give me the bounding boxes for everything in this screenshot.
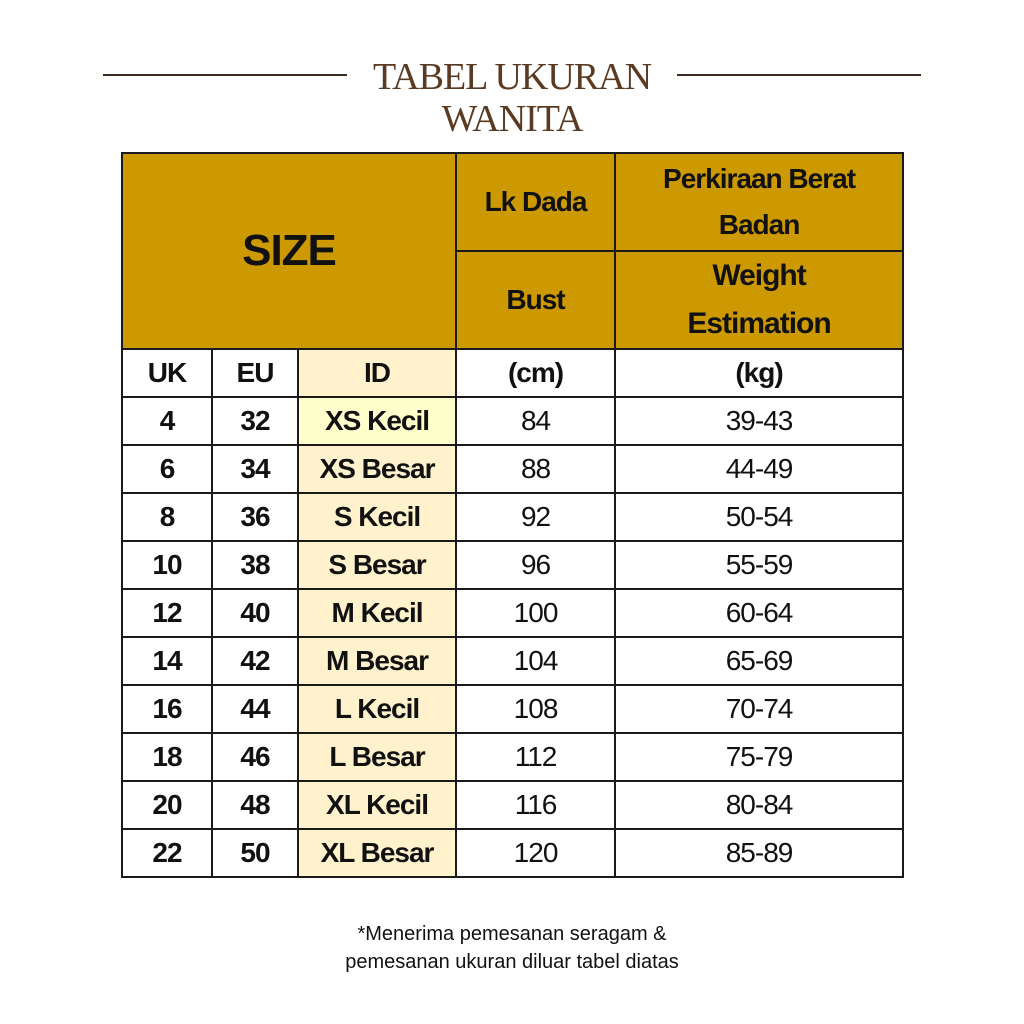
cell-id: M Kecil [296,588,458,638]
cell-weight: 75-79 [614,732,905,782]
bust-header: Bust [455,250,617,350]
cell-id: XS Besar [296,444,458,494]
cell-eu: 46 [211,732,299,782]
cell-eu: 34 [211,444,299,494]
weight-header: Weight Estimation [614,250,905,350]
cell-uk: 10 [121,540,213,590]
cell-uk: 16 [121,684,213,734]
col-kg: (kg) [614,348,905,398]
title-rule-left [103,74,347,76]
cell-eu: 44 [211,684,299,734]
cell-eu: 50 [211,828,299,878]
cell-weight: 80-84 [614,780,905,830]
cell-eu: 40 [211,588,299,638]
cell-uk: 20 [121,780,213,830]
page-title: TABEL UKURAN WANITA [0,56,1024,140]
cell-weight: 44-49 [614,444,905,494]
cell-bust: 96 [455,540,617,590]
table-row: 20 48 XL Kecil 116 80-84 [121,780,905,830]
table-row: 14 42 M Besar 104 65-69 [121,636,905,686]
col-uk: UK [121,348,213,398]
col-cm: (cm) [455,348,617,398]
cell-id: L Besar [296,732,458,782]
cell-bust: 104 [455,636,617,686]
cell-eu: 48 [211,780,299,830]
cell-weight: 85-89 [614,828,905,878]
column-header-row: UK EU ID (cm) (kg) [121,348,905,398]
cell-eu: 32 [211,396,299,446]
cell-id: M Besar [296,636,458,686]
cell-weight: 70-74 [614,684,905,734]
size-table: SIZE Lk Dada Perkiraan Berat Badan Bust … [120,152,905,878]
footnote-line-1: *Menerima pemesanan seragam & [357,923,667,945]
cell-uk: 4 [121,396,213,446]
cell-bust: 88 [455,444,617,494]
col-id: ID [296,348,458,398]
cell-uk: 22 [121,828,213,878]
title-line-1: TABEL UKURAN [372,56,652,98]
cell-id: XL Kecil [296,780,458,830]
table-row: 10 38 S Besar 96 55-59 [121,540,905,590]
table-row: 16 44 L Kecil 108 70-74 [121,684,905,734]
cell-bust: 120 [455,828,617,878]
title-rule-right [677,74,921,76]
cell-eu: 38 [211,540,299,590]
cell-bust: 116 [455,780,617,830]
title-line-2: WANITA [441,98,584,140]
cell-bust: 112 [455,732,617,782]
cell-bust: 84 [455,396,617,446]
berat-header: Perkiraan Berat Badan [614,152,905,252]
cell-id: XS Kecil [296,396,458,446]
size-header: SIZE [120,152,458,350]
cell-uk: 8 [121,492,213,542]
cell-eu: 36 [211,492,299,542]
cell-id: S Kecil [296,492,458,542]
table-row: 4 32 XS Kecil 84 39-43 [121,396,905,446]
cell-bust: 100 [455,588,617,638]
cell-uk: 6 [121,444,213,494]
cell-uk: 12 [121,588,213,638]
cell-weight: 60-64 [614,588,905,638]
table-row: 8 36 S Kecil 92 50-54 [121,492,905,542]
table-row: 22 50 XL Besar 120 85-89 [121,828,905,878]
cell-uk: 18 [121,732,213,782]
footnote: *Menerima pemesanan seragam & pemesanan … [0,920,1024,976]
table-row: 12 40 M Kecil 100 60-64 [121,588,905,638]
table-row: 6 34 XS Besar 88 44-49 [121,444,905,494]
cell-id: L Kecil [296,684,458,734]
cell-weight: 50-54 [614,492,905,542]
cell-weight: 65-69 [614,636,905,686]
col-eu: EU [211,348,299,398]
lk-dada-header: Lk Dada [455,152,617,252]
cell-eu: 42 [211,636,299,686]
cell-bust: 92 [455,492,617,542]
cell-bust: 108 [455,684,617,734]
cell-weight: 55-59 [614,540,905,590]
cell-id: S Besar [296,540,458,590]
footnote-line-2: pemesanan ukuran diluar tabel diatas [345,951,679,973]
cell-uk: 14 [121,636,213,686]
cell-id: XL Besar [296,828,458,878]
cell-weight: 39-43 [614,396,905,446]
table-row: 18 46 L Besar 112 75-79 [121,732,905,782]
